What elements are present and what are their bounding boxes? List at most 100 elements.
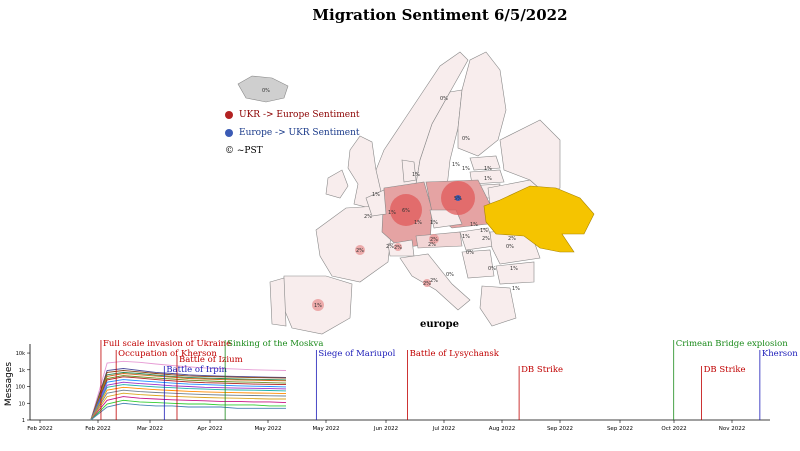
series-line [90,389,287,421]
legend: UKR -> Europe Sentiment Europe -> UKR Se… [225,108,359,162]
sentiment-circle-switzerland [394,243,402,251]
country-label: 0% [440,96,448,102]
credit-text: © ~PST [225,146,263,156]
series-line [90,368,287,421]
country-benelux [365,189,387,217]
x-tick-label: Feb 2022 [27,426,52,432]
event-label: Siege of Mariupol [318,349,395,359]
circle-label-austria: 2% [430,237,438,243]
country-label: 2% [482,236,490,242]
country-label: 1% [412,172,420,178]
circle-label-germany: 6% [402,208,410,214]
country-estonia [469,155,501,171]
series-line [90,396,287,421]
country-label: 0% [466,250,474,256]
country-greece [479,285,517,327]
sentiment-circle-germany [390,194,422,226]
series-line [90,376,287,421]
country-label: 2% [430,278,438,284]
legend-europe-label: Europe -> UKR Sentiment [239,128,360,138]
country-serbia [461,249,495,279]
event-label: Occupation of Kherson [118,349,217,359]
country-label: 1% [430,220,438,226]
y-axis-label: Messages [4,362,14,406]
map-region-label: europe [420,319,459,330]
event-label: DB Strike [704,365,746,375]
country-label: 0% [446,272,454,278]
country-portugal [269,277,287,327]
series-line [90,375,287,421]
x-tick-label: Apr 2022 [197,426,222,432]
x-tick-label: Feb 2022 [85,426,110,432]
country-ireland [325,169,349,199]
x-tick-label: Jun 2022 [373,426,398,432]
circle-label-france: 2% [356,248,364,254]
event-label: Sinking of the Moskva [227,340,323,349]
legend-credit: © ~PST [225,144,359,158]
country-label: 2% [428,242,436,248]
y-tick-label: 100 [15,385,25,391]
circle-label-poland: 5% [454,196,462,202]
x-tick-label: Mar 2022 [137,426,163,432]
y-tick-label: 1k [19,368,25,374]
circle-label-switzerland: 2% [394,245,402,251]
series-line [90,384,287,421]
country-iceland [237,75,289,103]
x-tick-label: Oct 2022 [661,426,686,432]
series-line [90,371,287,421]
page-title: Migration Sentiment 6/5/2022 [312,6,568,24]
sentiment-circle-romania [423,279,431,287]
country-label: 1% [480,228,488,234]
sentiment-circle-france [355,245,365,255]
legend-europe-dot [225,129,233,137]
country-label: 2% [364,214,372,220]
country-label: 0% [488,266,496,272]
country-label: 1% [470,222,478,228]
y-tick-label: 10 [19,401,25,407]
event-label: Battle of Izium [179,355,243,365]
country-austria [415,231,463,249]
circle-label-romania: 2% [423,281,431,287]
country-label: 0% [462,136,470,142]
sentiment-circle-austria [429,234,439,244]
country-finland [457,51,507,157]
series-line [90,370,287,421]
country-label: 2% [508,236,516,242]
country-label: 1% [462,234,470,240]
country-label: 0% [262,88,270,94]
country-label: 1% [512,286,520,292]
legend-europe-to-ukr[interactable]: Europe -> UKR Sentiment [225,126,359,140]
circle-label-spain: 1% [314,303,322,309]
country-label: 2% [386,244,394,250]
series-line [90,402,286,421]
country-label: 1% [388,210,396,216]
series-line [90,360,287,421]
country-denmark [401,159,417,183]
event-label: DB Strike [521,365,563,375]
event-label: Battle of Irpin [166,365,227,375]
legend-ukr-to-europe[interactable]: UKR -> Europe Sentiment [225,108,359,122]
x-tick-label: Sep 2022 [607,426,633,432]
legend-ukr-label: UKR -> Europe Sentiment [239,110,360,120]
europe-map[interactable]: 0%0%0%1%1% 1%1%1%1%2%2%2% 2%1%1%1%0%1%0%0%… [0,0,800,340]
y-tick-label: 10k [16,351,25,357]
country-label: 1% [484,166,492,172]
y-tick-label: 1 [22,418,25,424]
country-france [315,205,393,283]
series-line [90,392,286,421]
sentiment-circle-spain [312,299,324,311]
legend-ukr-dot [225,111,233,119]
event-label: Full scale invasion of Ukraine [103,340,231,349]
country-labels: 0%0%0%1%1% 1%1%1%1%2%2%2% 2%1%1%1%0%1%0%0%… [262,88,520,309]
series-line [90,399,286,421]
timeline-chart[interactable]: Messages 1 10 100 1k 10k Feb 2022 Feb 2022 Mar 2… [0,340,800,451]
x-tick-label: May 2022 [312,426,339,432]
country-label: 1% [414,220,422,226]
series-line [90,373,287,421]
country-label: 1% [452,162,460,168]
country-label: 1% [372,192,380,198]
country-label: 0% [506,244,514,250]
x-tick-label: Nov 2022 [719,426,745,432]
x-tick-label: Aug 2022 [489,426,516,432]
country-bulgaria [495,261,535,285]
